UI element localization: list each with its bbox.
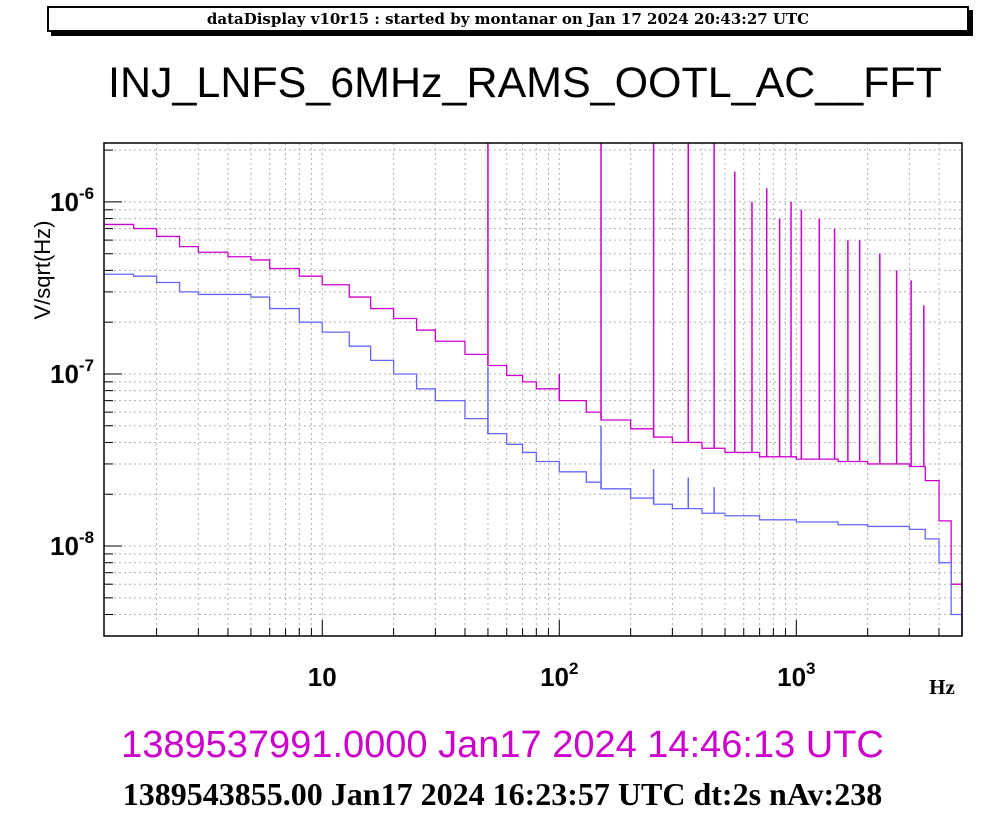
plot-title: INJ_LNFS_6MHz_RAMS_OOTL_AC__FFT <box>108 59 942 107</box>
x-tick-label: 10 <box>308 662 337 692</box>
reference-time-b: 1389543855.00 Jan17 2024 16:23:57 UTC dt… <box>122 776 883 812</box>
series-group <box>104 143 963 636</box>
x-axis-title: Hz <box>929 675 955 699</box>
y-tick-label: 10-6 <box>50 184 94 217</box>
series-line-1 <box>104 223 963 636</box>
x-tick-label: 103 <box>777 659 815 692</box>
reference-time-a: 1389537991.0000 Jan17 2024 14:46:13 UTC <box>121 724 884 766</box>
y-tick-label: 10-7 <box>50 356 94 389</box>
fft-plot: 10 102 103 10-8 10-7 10-6 V/sqrt(Hz) Hz <box>30 142 963 699</box>
grid <box>104 143 963 637</box>
series-line-2 <box>104 273 963 636</box>
y-tick-label: 10-8 <box>50 528 94 561</box>
banner: dataDisplay v10r15 : started by montanar… <box>47 6 969 32</box>
x-tick-label: 102 <box>540 659 578 692</box>
plot-frame <box>103 142 963 637</box>
y-axis-title: V/sqrt(Hz) <box>30 221 55 320</box>
axes: 10 102 103 10-8 10-7 10-6 <box>50 149 963 692</box>
